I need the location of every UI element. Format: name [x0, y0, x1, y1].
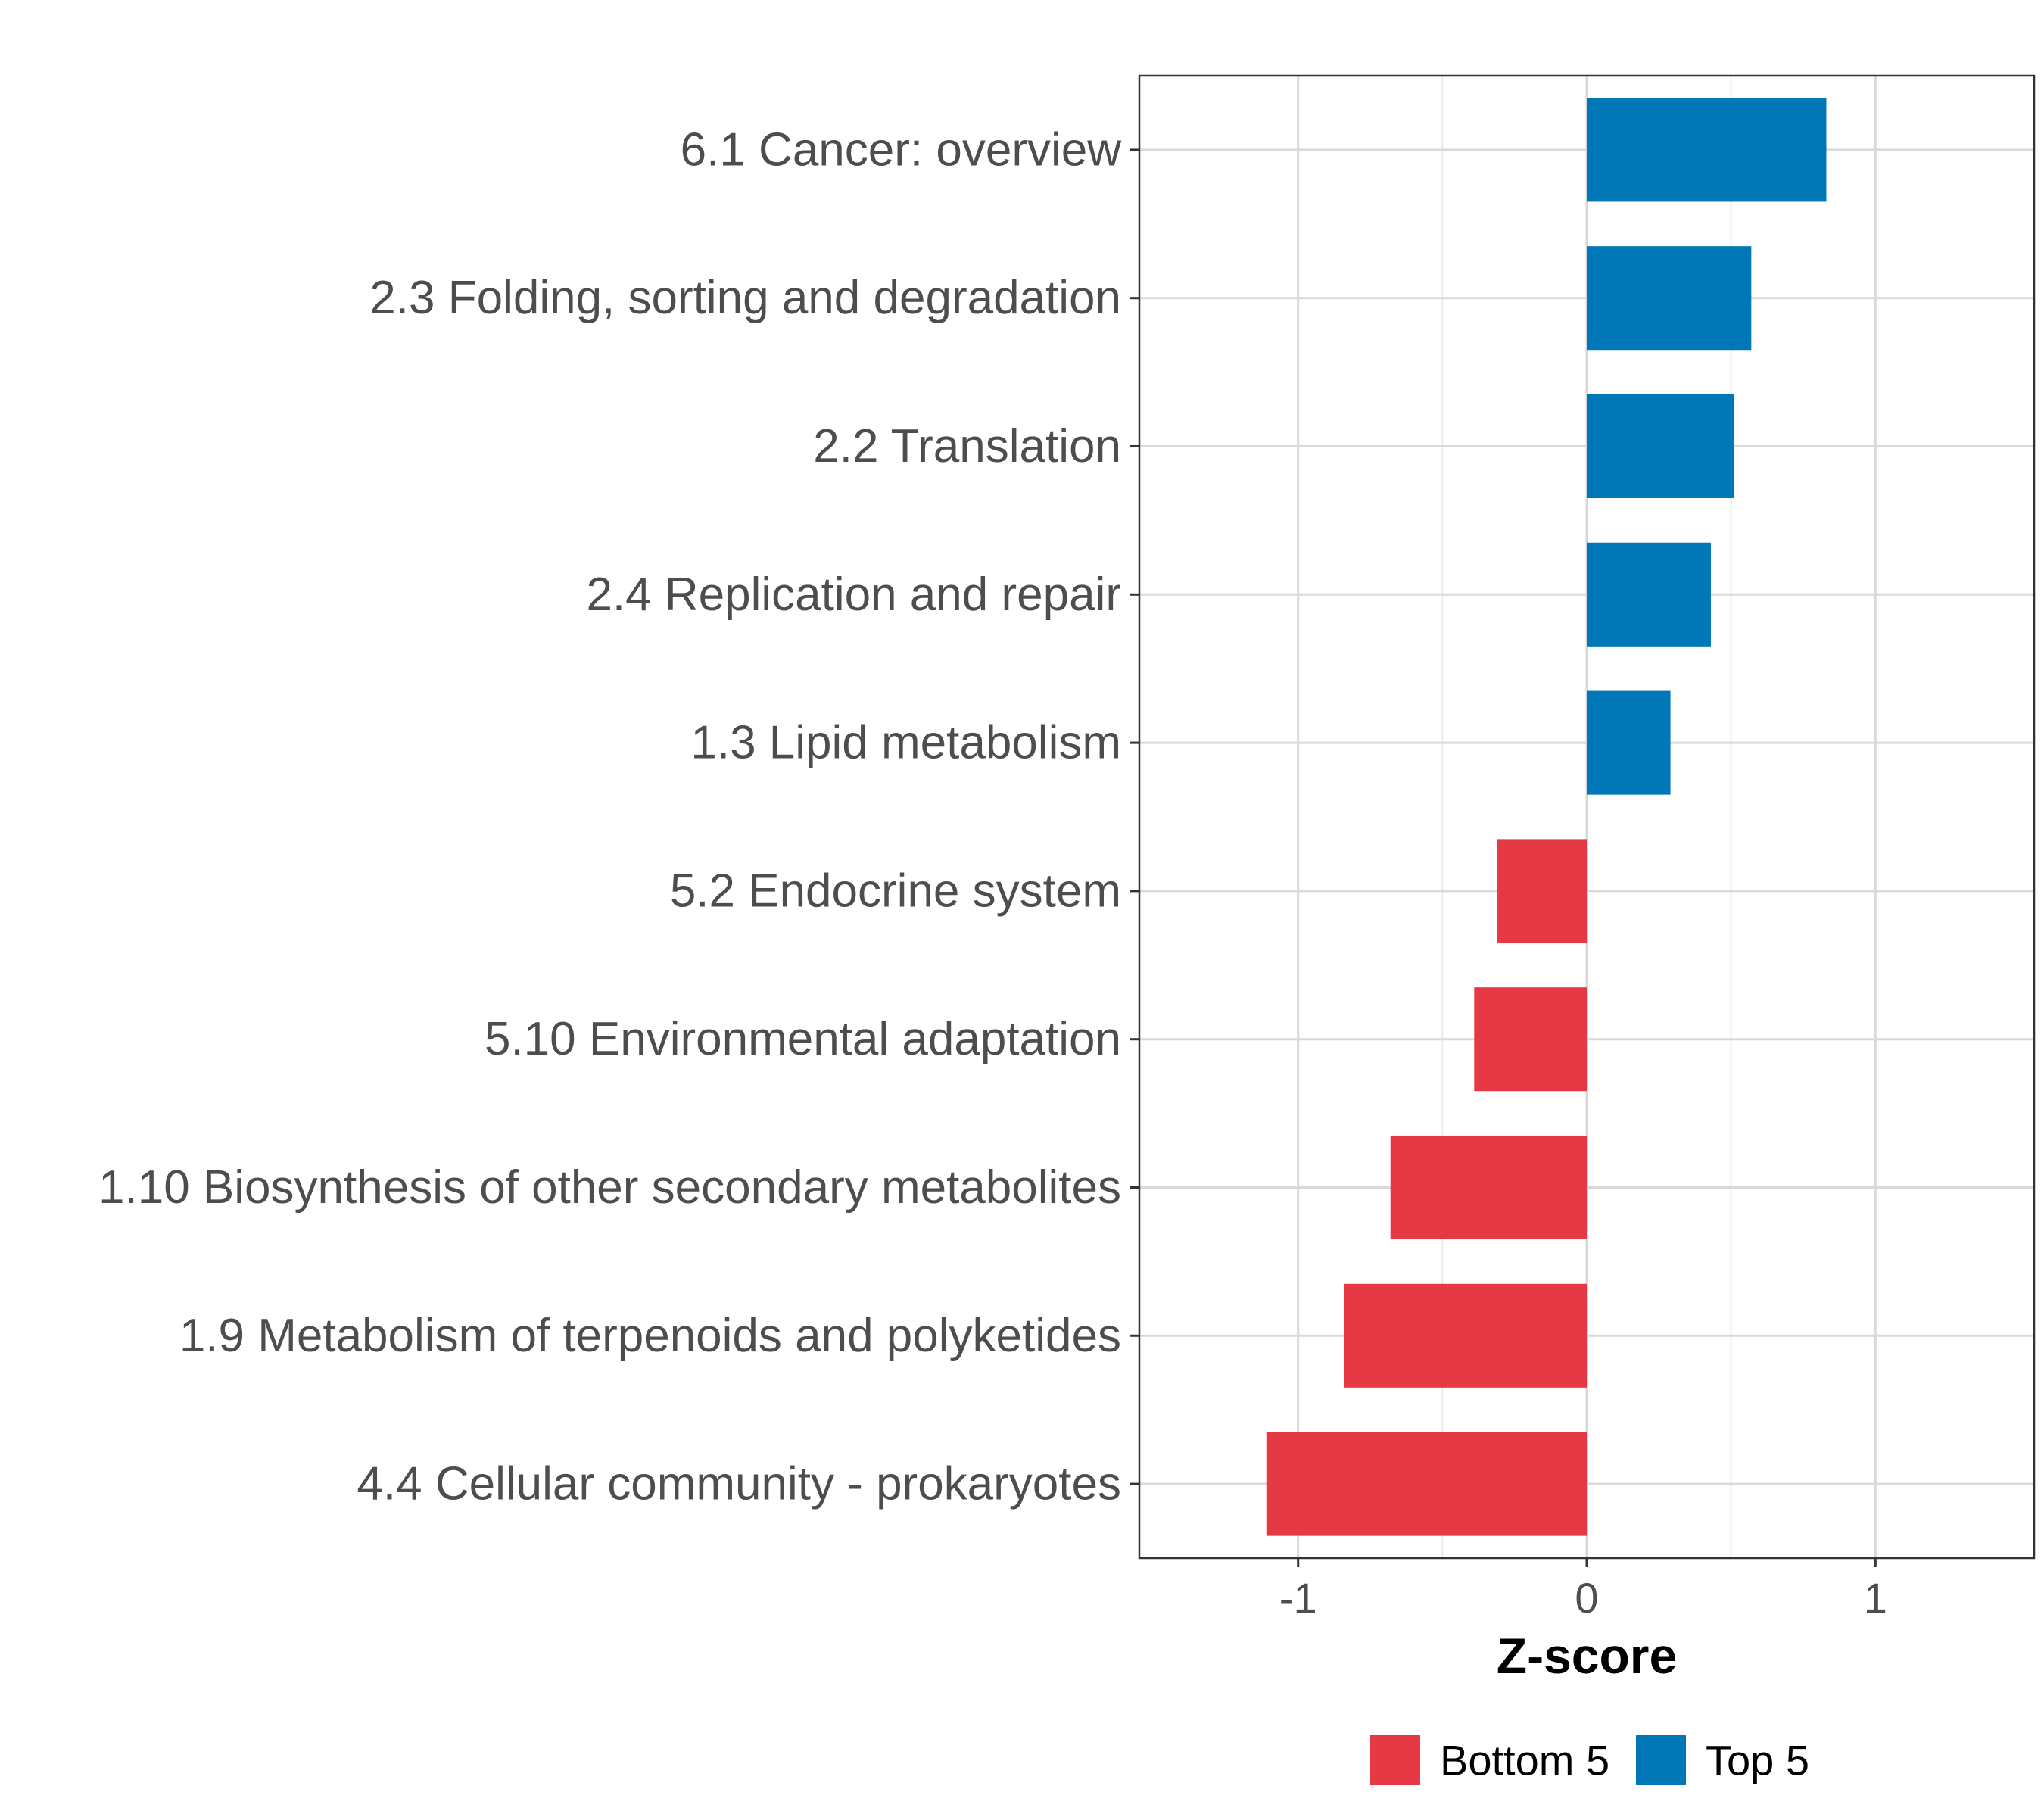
bars — [1266, 98, 1827, 1536]
x-tick-label: 1 — [1864, 1574, 1887, 1622]
x-axis-ticks — [1297, 1558, 1877, 1567]
category-label: 2.3 Folding, sorting and degradation — [369, 272, 1121, 324]
bar — [1390, 1135, 1587, 1240]
bar — [1587, 542, 1711, 647]
legend-label: Bottom 5 — [1440, 1737, 1609, 1784]
category-label: 2.4 Replication and repair — [586, 569, 1121, 621]
bar — [1587, 246, 1752, 351]
bar — [1474, 987, 1587, 1092]
category-label: 6.1 Cancer: overview — [681, 123, 1122, 176]
x-tick-label: -1 — [1279, 1574, 1317, 1622]
legend-label: Top 5 — [1706, 1737, 1809, 1784]
bar — [1266, 1432, 1587, 1536]
x-tick-label: 0 — [1575, 1574, 1598, 1622]
y-axis-labels: 6.1 Cancer: overview 2.3 Folding, sorting… — [98, 123, 1121, 1510]
category-label: 1.9 Metabolism of terpenoids and polyket… — [179, 1310, 1121, 1362]
bar — [1587, 690, 1671, 795]
bar — [1497, 839, 1587, 943]
x-axis-title: Z-score — [1497, 1628, 1677, 1684]
bar — [1587, 98, 1827, 202]
category-label: 2.2 Translation — [813, 420, 1121, 472]
category-label: 1.10 Biosynthesis of other secondary met… — [98, 1161, 1121, 1214]
legend-key — [1636, 1735, 1686, 1785]
y-axis-ticks — [1130, 148, 1139, 1485]
bar — [1587, 394, 1734, 499]
category-label: 5.2 Endocrine system — [670, 865, 1121, 917]
category-label: 1.3 Lipid metabolism — [690, 717, 1121, 769]
legend-key — [1370, 1735, 1420, 1785]
x-axis-tick-labels: -1 0 1 — [1279, 1574, 1887, 1622]
bar — [1344, 1283, 1587, 1388]
category-label: 5.10 Environmental adaptation — [485, 1013, 1121, 1065]
legend: Bottom 5 Top 5 — [1370, 1735, 1809, 1785]
category-label: 4.4 Cellular community - prokaryotes — [357, 1458, 1121, 1510]
